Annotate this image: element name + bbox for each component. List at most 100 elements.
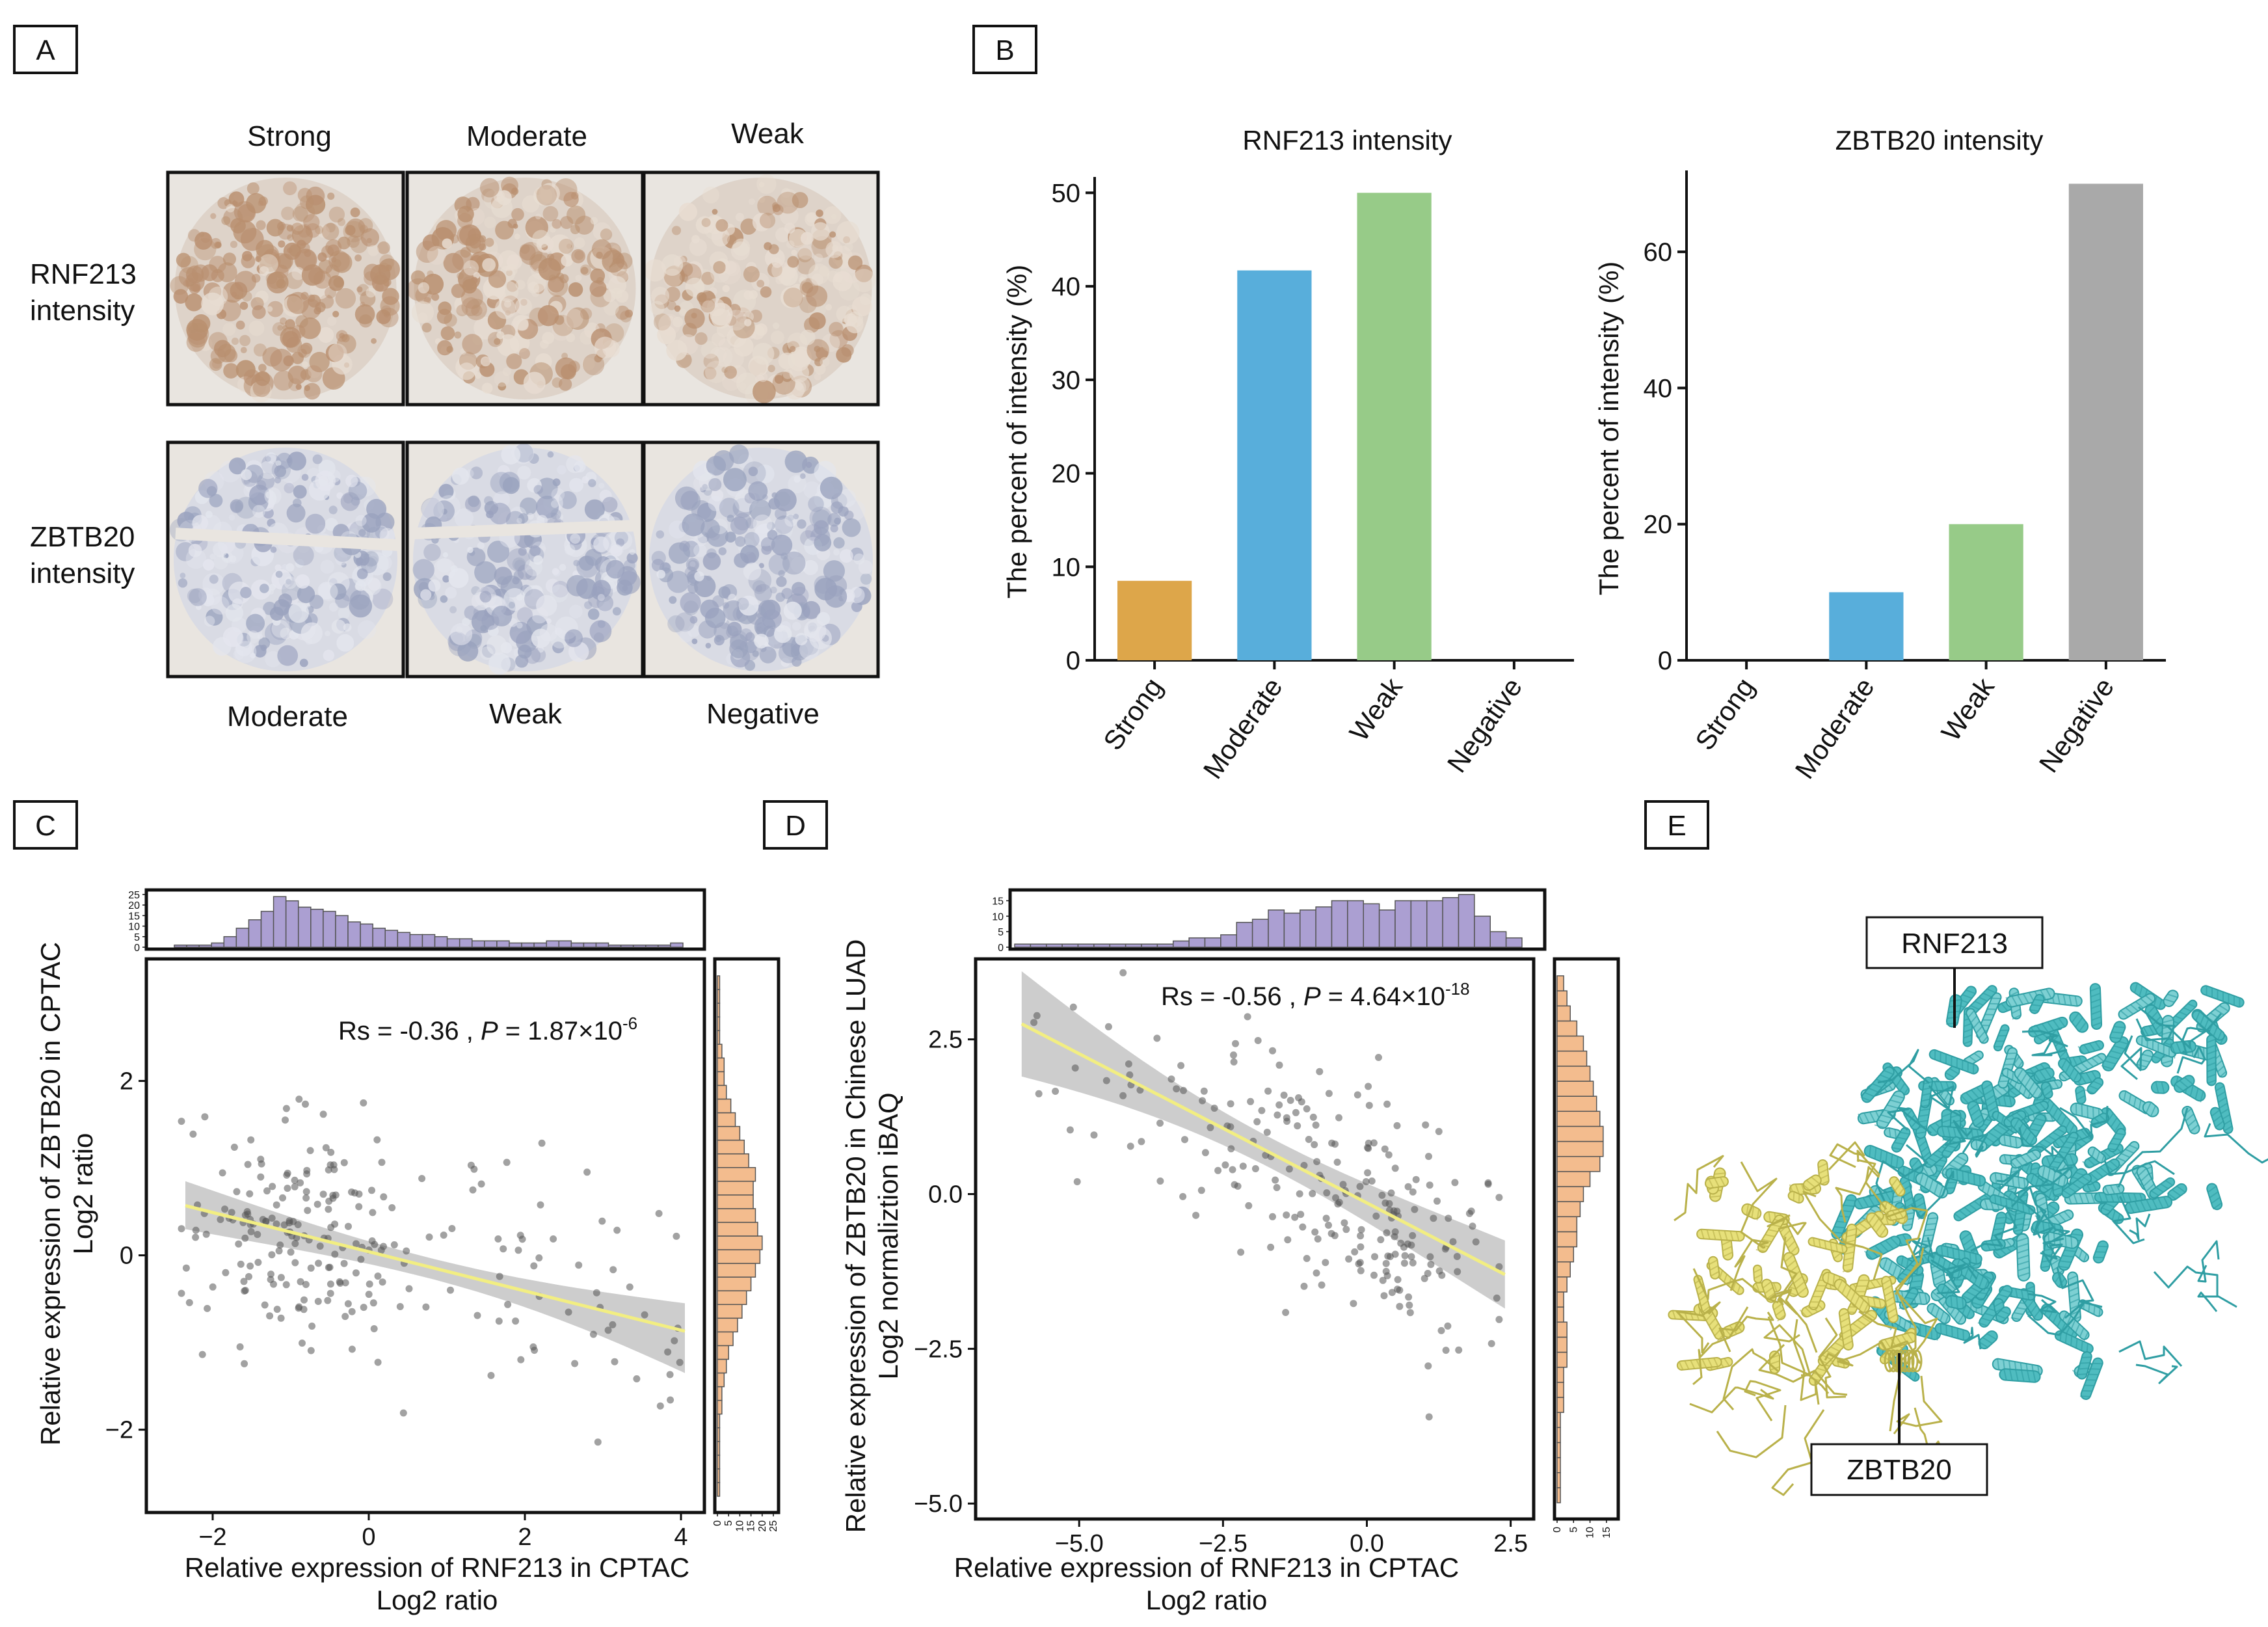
data-point [371,1241,379,1248]
data-point [396,1303,404,1310]
zbtb20-coil [1891,1349,1903,1373]
marginal-x-tick-label: 5 [998,927,1004,938]
zbtb20-loop [1893,1375,1943,1434]
rnf213-loop [2027,1300,2086,1336]
bar-weak [1949,524,2023,660]
data-point [1495,1263,1503,1271]
annotation-exponent: -18 [1445,979,1470,999]
marginal-x-tick-label: 15 [128,911,140,922]
data-point [1180,1086,1187,1094]
y-axis-label: Relative expression of ZBTB20 in Chinese… [840,939,871,1533]
data-point [1409,1259,1417,1267]
x-axis-label: Relative expression of RNF213 in CPTAC [185,1552,690,1583]
rnf213-loop [1877,1049,1930,1084]
data-point [1430,1215,1437,1222]
marginal-x-bar [1125,943,1142,948]
marginal-y-bar [717,975,721,990]
rnf213-helix [2037,1164,2069,1189]
data-point [327,1224,335,1231]
marginal-x-bar [558,940,572,948]
marginal-y-bar [1556,1487,1561,1503]
data-point [571,1360,579,1367]
marginal-y-bar [1556,1035,1584,1052]
data-point [512,1317,520,1325]
marginal-x-bar [335,915,349,948]
data-point [1409,1188,1417,1196]
rnf213-loop [2027,1293,2057,1313]
data-point [380,1193,388,1201]
data-point [1335,1114,1342,1122]
data-point [1284,1236,1292,1244]
rnf213-helix [2109,1021,2126,1043]
data-point [1273,1184,1281,1191]
data-point [291,1240,299,1248]
marginal-x-bar [248,919,262,948]
data-point [1104,1023,1112,1030]
data-point [667,1396,674,1404]
rnf213-helix [1891,1127,1911,1153]
data-point [1425,1153,1432,1161]
zbtb20-tail [1716,1405,1787,1459]
rnf213-helix [2067,1271,2081,1323]
data-point [1181,1136,1188,1144]
rnf213-helix [2173,1075,2195,1093]
rnf213-loop [2135,1006,2176,1042]
marginal-y-bar [1556,1081,1594,1097]
marginal-x-bar [1188,937,1206,948]
data-point [325,1205,332,1213]
marginal-x-bar [223,936,237,948]
data-point [1372,1212,1380,1220]
zbtb20-coil [1911,1349,1923,1373]
y-tick-label: 20 [1052,460,1081,489]
marginal-y-bar [717,1263,756,1278]
panel-label-c: C [35,810,56,842]
data-point [295,1096,303,1103]
data-point [269,1183,276,1190]
zbtb20-loop [1771,1409,1825,1496]
marginal-y-bar [717,1482,721,1497]
rnf213-helix [1995,1306,2011,1323]
data-point [1424,1270,1432,1277]
rnf213-helix [1944,1065,1960,1081]
data-point [1370,1271,1378,1279]
data-point [1493,1294,1501,1302]
zbtb20-helix [1696,1228,1745,1242]
data-point [565,1308,572,1316]
data-point [504,1300,512,1308]
zbtb20-helix [1772,1300,1786,1322]
y-tick-label: −2.5 [914,1336,963,1363]
annotation-exponent: -6 [622,1014,637,1033]
marginal-x-bar [1442,897,1460,948]
data-point [273,1220,280,1228]
data-point [1378,1191,1386,1199]
marginal-x-tick-label: 25 [128,890,140,901]
x-tick-label: 2.5 [1493,1530,1528,1557]
row-label-rnf213-intensity: intensity [30,295,135,327]
data-point [1303,1255,1311,1262]
rnf213-loop [2018,1127,2066,1161]
rnf213-helix [2089,983,2103,1030]
rnf213-loop [2204,1123,2268,1164]
marginal-x-bar [1283,912,1301,948]
data-point [1381,1145,1389,1153]
marginal-y-bar [717,1413,721,1429]
rnf213-helix [2206,1034,2217,1086]
data-point [1167,1075,1175,1083]
marginal-x-tick-label: 5 [134,932,140,943]
marginal-y-bar [1556,1336,1568,1353]
rnf213-loop [2129,1213,2151,1241]
data-point [217,1216,224,1224]
marginal-y-bar [717,1386,723,1401]
data-point [307,1347,315,1354]
data-point [1227,1145,1235,1153]
rnf213-callout-label: RNF213 [1901,928,2008,960]
y-axis-label-units: Log2 ratio [68,1133,98,1255]
marginal-x-bar [1363,903,1380,948]
rnf213-helix [2080,1357,2103,1400]
rnf213-loop [2120,1035,2142,1081]
zbtb20-loop [1824,1341,1899,1371]
bar-chart-zbtb20: ZBTB20 intensity 0 20 40 60 The percent of in… [1594,125,2166,785]
marginal-y-bar [1556,1140,1604,1157]
data-point [1052,1088,1060,1095]
